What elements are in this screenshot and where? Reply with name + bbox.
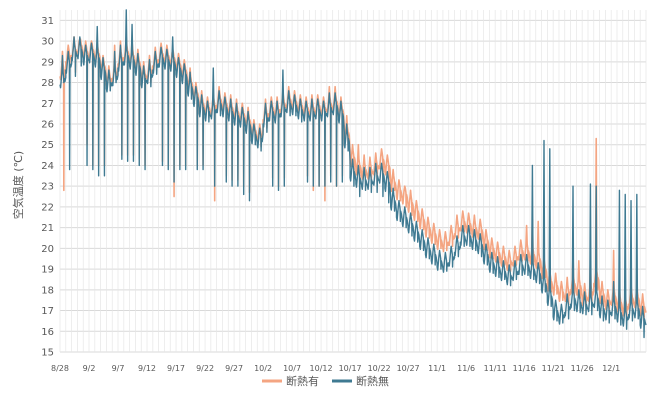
x-tick-label: 9/27 [225, 364, 243, 373]
y-tick-label: 31 [41, 16, 54, 27]
x-axis-ticks: 8/28 9/2 9/7 9/12 9/17 9/22 9/27 10/2 10/7 10/12 1… [51, 364, 620, 373]
x-tick-label: 9/2 [83, 364, 96, 373]
x-tick-label: 11/21 [542, 364, 565, 373]
y-tick-label: 30 [41, 37, 54, 48]
legend-label-uninsulated: 断熱無 [356, 374, 389, 388]
x-tick-label: 11/11 [484, 364, 507, 373]
y-tick-label: 22 [41, 202, 54, 213]
y-tick-label: 24 [41, 161, 54, 172]
x-tick-label: 9/12 [138, 364, 156, 373]
y-tick-label: 15 [41, 348, 54, 359]
series-line-0 [59, 36, 647, 322]
y-tick-label: 21 [41, 223, 54, 234]
x-tick-label: 11/26 [571, 364, 594, 373]
x-tick-label: 11/1 [428, 364, 446, 373]
x-tick-label: 10/27 [397, 364, 420, 373]
x-tick-label: 10/12 [310, 364, 333, 373]
y-tick-label: 20 [41, 244, 54, 255]
y-tick-label: 29 [41, 57, 54, 68]
y-tick-label: 26 [41, 120, 54, 131]
y-axis-label: 空気温度 (℃) [11, 151, 25, 219]
x-tick-label: 9/22 [196, 364, 214, 373]
x-tick-label: 10/17 [339, 364, 362, 373]
y-tick-label: 28 [41, 78, 54, 89]
chart-legend: 断熱有 断熱無 [262, 374, 389, 388]
y-tick-label: 25 [41, 140, 54, 151]
x-tick-label: 9/7 [112, 364, 125, 373]
x-tick-label: 10/22 [368, 364, 391, 373]
y-tick-label: 16 [41, 327, 54, 338]
x-tick-label: 11/6 [457, 364, 475, 373]
y-tick-label: 19 [41, 265, 54, 276]
chart-series [59, 9, 647, 339]
x-tick-label: 11/16 [513, 364, 536, 373]
x-tick-label: 9/17 [167, 364, 185, 373]
x-tick-label: 10/2 [254, 364, 272, 373]
series-line-1 [59, 9, 647, 339]
y-tick-label: 18 [41, 285, 54, 296]
x-tick-label: 12/1 [602, 364, 620, 373]
y-tick-label: 23 [41, 182, 54, 193]
y-axis-ticks: 15 16 17 18 19 20 21 22 23 24 25 26 27 28 29 30 31 [41, 16, 54, 359]
chart-grid [59, 10, 647, 353]
legend-label-insulated: 断熱有 [286, 374, 319, 388]
y-tick-label: 17 [41, 306, 54, 317]
x-tick-label: 10/7 [283, 364, 301, 373]
x-tick-label: 8/28 [51, 364, 69, 373]
y-tick-label: 27 [41, 99, 54, 110]
